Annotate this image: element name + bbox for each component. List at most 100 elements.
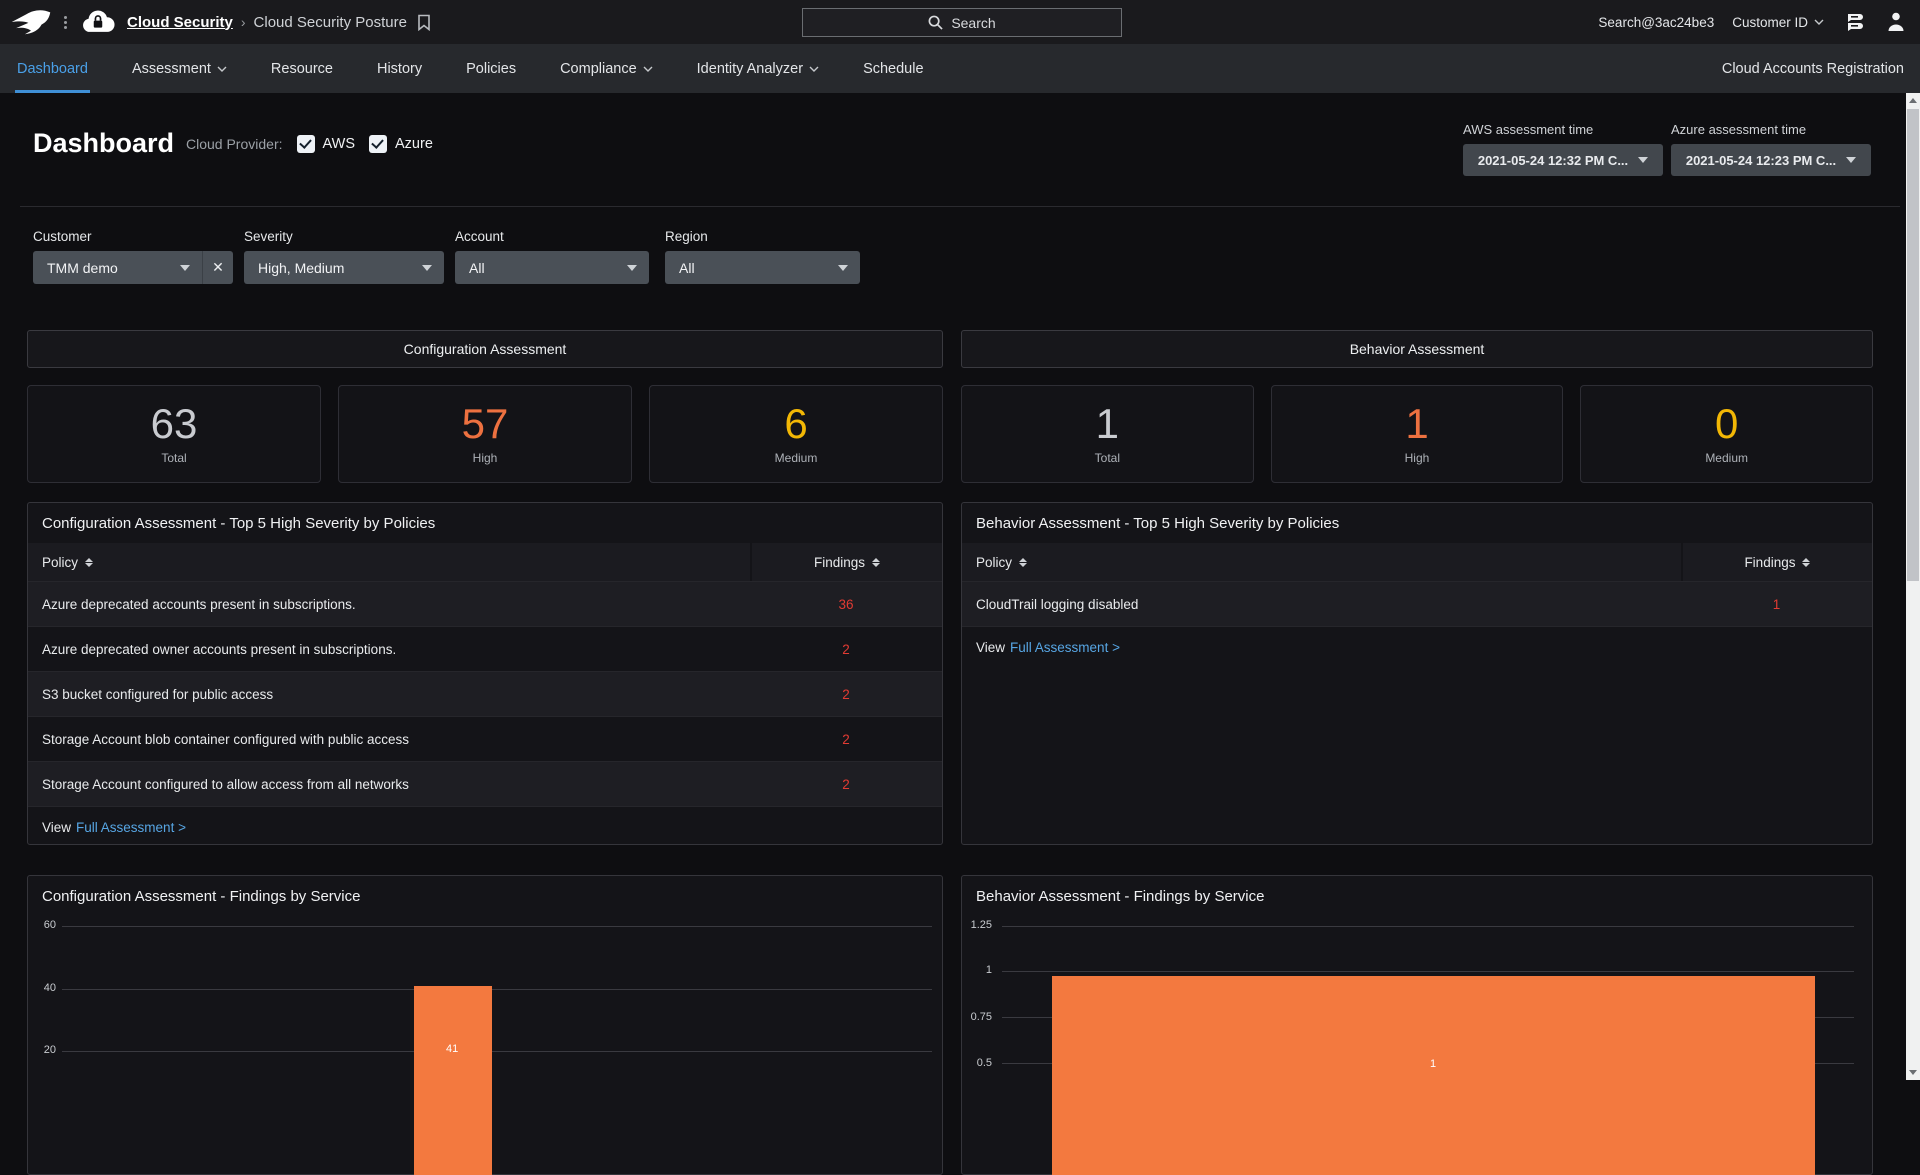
table-row[interactable]: Storage Account blob container configure… <box>28 716 942 761</box>
config-findings-by-service-chart: Configuration Assessment - Findings by S… <box>27 875 943 1175</box>
tab-history[interactable]: History <box>375 44 424 93</box>
tab-schedule[interactable]: Schedule <box>861 44 925 93</box>
app-switcher-icon[interactable] <box>64 16 67 29</box>
chart-title: Configuration Assessment - Findings by S… <box>42 888 360 905</box>
behavior-medium-value: 0 <box>1715 403 1738 445</box>
findings-count-link[interactable]: 1 <box>1681 597 1872 612</box>
behavior-sort-policy-header[interactable]: Policy <box>962 543 1681 581</box>
customer-id-label: Customer ID <box>1732 15 1808 30</box>
main-nav-bar: Dashboard Assessment Resource History Po… <box>0 44 1920 93</box>
tab-identity-analyzer[interactable]: Identity Analyzer <box>695 44 821 93</box>
policy-cell: Storage Account blob container configure… <box>28 732 750 747</box>
tab-resource[interactable]: Resource <box>269 44 335 93</box>
customer-filter-clear-button[interactable]: ✕ <box>202 251 233 284</box>
config-high-value: 57 <box>462 403 509 445</box>
tab-compliance[interactable]: Compliance <box>558 44 655 93</box>
cloud-provider-label: Cloud Provider: <box>186 136 283 152</box>
findings-count-link[interactable]: 2 <box>750 732 942 747</box>
chevron-down-icon <box>1814 19 1824 25</box>
breadcrumb-cloud-security-link[interactable]: Cloud Security <box>127 14 233 31</box>
behavior-view-full-assessment: View Full Assessment > <box>962 626 1872 667</box>
config-top5-policies-panel: Configuration Assessment - Top 5 High Se… <box>27 502 943 845</box>
checkbox-aws[interactable]: AWS <box>297 135 356 153</box>
config-view-full-assessment: View Full Assessment > <box>28 806 942 847</box>
aws-assessment-time-label: AWS assessment time <box>1463 122 1593 137</box>
aws-checkbox-checked[interactable] <box>297 135 315 153</box>
gridline <box>62 926 932 927</box>
table-row[interactable]: S3 bucket configured for public access 2 <box>28 671 942 716</box>
y-axis-tick: 0.75 <box>966 1011 992 1023</box>
gridline <box>1002 926 1854 927</box>
user-profile-icon[interactable] <box>1884 10 1908 34</box>
breadcrumb-current-page: Cloud Security Posture <box>254 14 407 31</box>
full-assessment-link[interactable]: Full Assessment > <box>76 820 186 835</box>
tab-label: Assessment <box>132 61 211 77</box>
customer-filter-dropdown[interactable]: TMM demo ✕ <box>33 251 233 284</box>
crowdstrike-falcon-logo-icon[interactable] <box>10 7 52 37</box>
tab-policies[interactable]: Policies <box>464 44 518 93</box>
chevron-down-icon <box>809 66 819 72</box>
config-high-card: 57 High <box>338 385 632 483</box>
chevron-down-icon <box>217 66 227 72</box>
bar-findings-1 <box>1052 976 1815 1175</box>
notifications-messages-icon[interactable] <box>1842 10 1866 34</box>
severity-filter-dropdown[interactable]: High, Medium <box>244 251 444 284</box>
account-search-id: Search@3ac24be3 <box>1598 15 1714 30</box>
sort-icon <box>872 558 880 567</box>
scrollbar-up-arrow[interactable] <box>1906 93 1920 108</box>
full-assessment-link[interactable]: Full Assessment > <box>1010 640 1120 655</box>
dropdown-caret-icon <box>838 265 848 271</box>
tab-assessment[interactable]: Assessment <box>130 44 229 93</box>
region-filter-dropdown[interactable]: All <box>665 251 860 284</box>
scrollbar-thumb[interactable] <box>1907 109 1919 581</box>
gridline <box>62 989 932 990</box>
aws-assessment-time-dropdown[interactable]: 2021-05-24 12:32 PM C... <box>1463 144 1663 176</box>
dropdown-caret-icon <box>422 265 432 271</box>
policy-column-label: Policy <box>976 555 1012 570</box>
findings-count-link[interactable]: 2 <box>750 642 942 657</box>
azure-checkbox-checked[interactable] <box>369 135 387 153</box>
behavior-top5-policies-panel: Behavior Assessment - Top 5 High Severit… <box>961 502 1873 845</box>
customer-id-dropdown[interactable]: Customer ID <box>1732 15 1824 30</box>
policy-cell: CloudTrail logging disabled <box>962 597 1681 612</box>
findings-count-link[interactable]: 36 <box>750 597 942 612</box>
tab-label: Policies <box>466 61 516 77</box>
table-row[interactable]: Azure deprecated accounts present in sub… <box>28 581 942 626</box>
tab-label: Resource <box>271 61 333 77</box>
tab-label: History <box>377 61 422 77</box>
table-row[interactable]: Storage Account configured to allow acce… <box>28 761 942 806</box>
config-sort-policy-header[interactable]: Policy <box>28 543 750 581</box>
azure-assessment-time-dropdown[interactable]: 2021-05-24 12:23 PM C... <box>1671 144 1871 176</box>
behavior-total-label: Total <box>1095 451 1120 465</box>
gridline <box>1002 971 1854 972</box>
tab-dashboard[interactable]: Dashboard <box>15 44 90 93</box>
table-row[interactable]: CloudTrail logging disabled 1 <box>962 581 1872 626</box>
behavior-sort-findings-header[interactable]: Findings <box>1681 543 1872 581</box>
table-row[interactable]: Azure deprecated owner accounts present … <box>28 626 942 671</box>
cloud-accounts-registration-link[interactable]: Cloud Accounts Registration <box>1722 44 1904 93</box>
severity-filter-label: Severity <box>244 229 293 244</box>
policy-column-label: Policy <box>42 555 78 570</box>
config-sort-findings-header[interactable]: Findings <box>750 543 942 581</box>
findings-count-link[interactable]: 2 <box>750 777 942 792</box>
config-total-label: Total <box>161 451 186 465</box>
scrollbar-down-arrow[interactable] <box>1906 1065 1920 1080</box>
vertical-scrollbar[interactable] <box>1906 93 1920 1080</box>
global-search-input[interactable]: Search <box>802 8 1122 37</box>
dropdown-caret-icon <box>1846 157 1856 163</box>
behavior-stats: 1 Total 1 High 0 Medium <box>961 385 1873 483</box>
tab-label: Schedule <box>863 61 923 77</box>
region-filter-label: Region <box>665 229 708 244</box>
findings-column-label: Findings <box>1744 555 1795 570</box>
account-filter-dropdown[interactable]: All <box>455 251 649 284</box>
bookmark-icon[interactable] <box>417 14 431 31</box>
search-icon <box>928 15 943 30</box>
cloud-provider-filter: Cloud Provider: AWS Azure <box>186 135 433 153</box>
findings-count-link[interactable]: 2 <box>750 687 942 702</box>
chevron-down-icon <box>643 66 653 72</box>
config-high-label: High <box>473 451 498 465</box>
config-table-header: Policy Findings <box>28 543 942 581</box>
customer-filter-label: Customer <box>33 229 92 244</box>
checkbox-azure[interactable]: Azure <box>369 135 433 153</box>
top-header-bar: Cloud Security › Cloud Security Posture … <box>0 0 1920 44</box>
